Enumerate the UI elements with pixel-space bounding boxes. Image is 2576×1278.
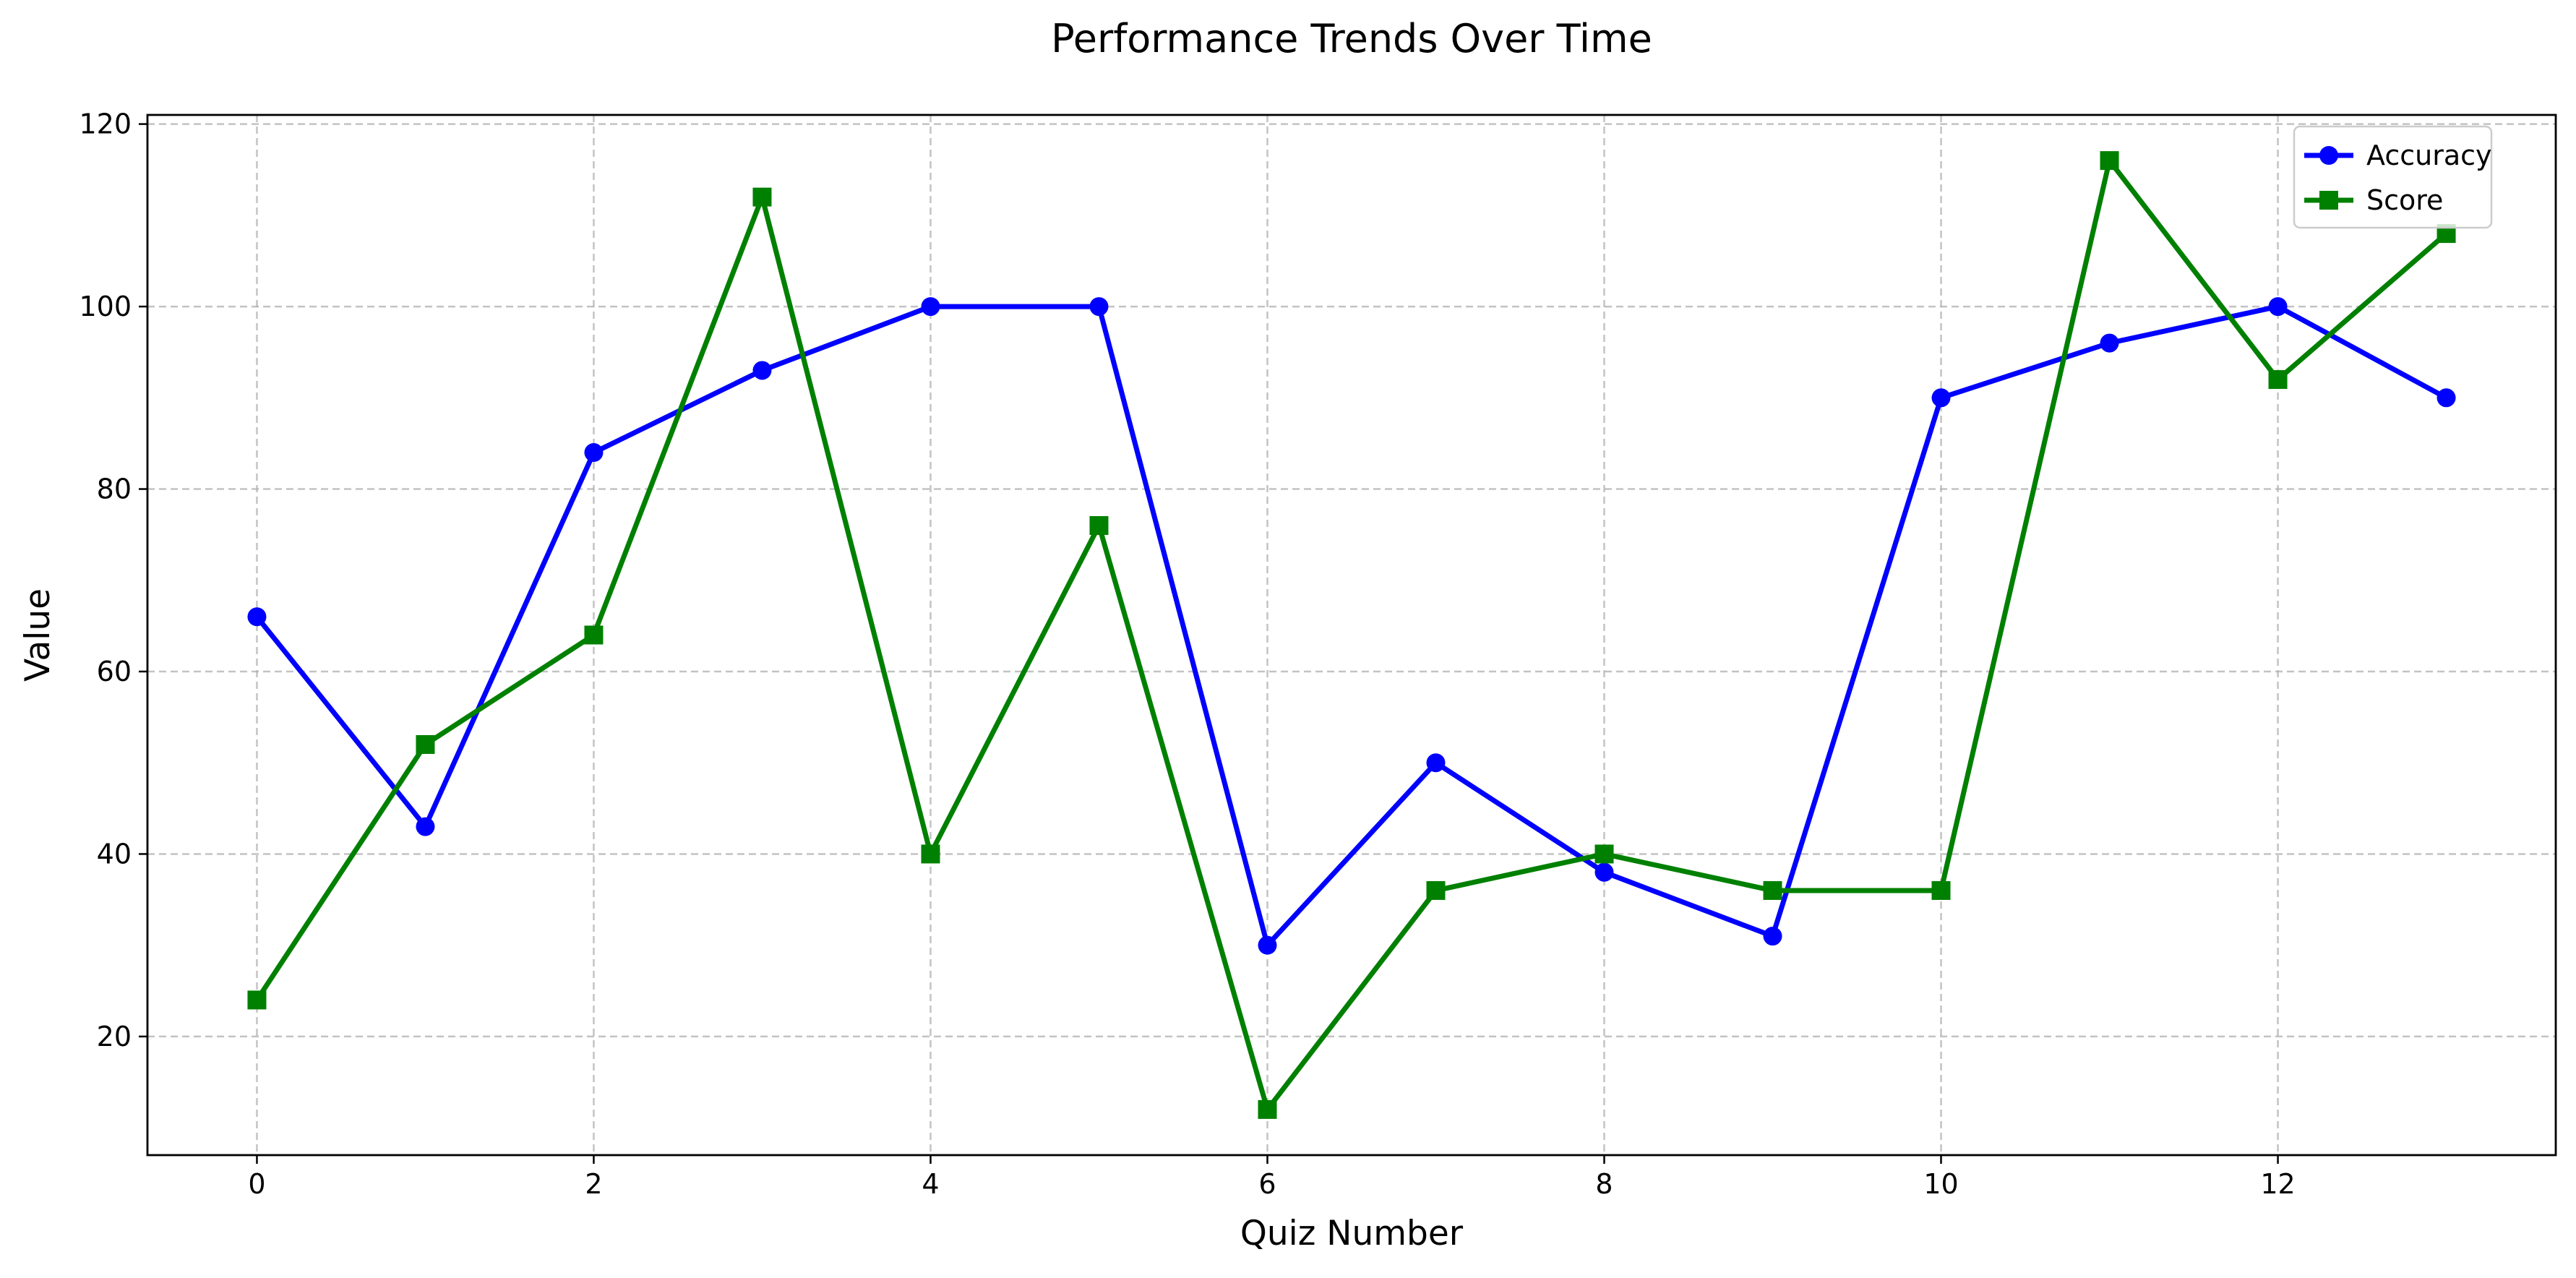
legend: Accuracy Score — [2293, 125, 2493, 229]
score-point — [1763, 880, 1782, 900]
y-tick-label: 40 — [97, 838, 132, 870]
y-tick-label: 100 — [79, 291, 132, 322]
y-axis-ticks: 20 40 60 80 100 120 — [79, 108, 147, 1052]
x-tick-label: 4 — [922, 1168, 939, 1200]
score-point — [2100, 151, 2119, 171]
accuracy-point — [1426, 753, 1446, 773]
y-tick-label: 20 — [97, 1021, 132, 1052]
accuracy-point — [1089, 297, 1109, 317]
y-tick-label: 80 — [97, 473, 132, 505]
y-axis-label: Value — [18, 588, 58, 682]
score-point — [1089, 516, 1109, 536]
legend-marker — [2319, 191, 2338, 210]
legend-item-score: Score — [2304, 184, 2443, 216]
x-tick-label: 8 — [1595, 1168, 1613, 1200]
accuracy-point — [416, 817, 435, 836]
x-axis-label: Quiz Number — [1240, 1214, 1464, 1253]
score-point — [584, 625, 604, 645]
x-tick-label: 2 — [585, 1168, 602, 1200]
x-tick-label: 12 — [2260, 1168, 2295, 1200]
legend-item-accuracy: Accuracy — [2304, 140, 2492, 171]
score-point — [1258, 1099, 1277, 1119]
accuracy-point — [921, 297, 940, 317]
score-point — [416, 734, 435, 754]
score-point — [247, 990, 267, 1010]
accuracy-point — [1594, 862, 1614, 882]
axes-frame — [146, 113, 2557, 1157]
accuracy-point — [1258, 935, 1277, 955]
score-point — [752, 187, 772, 207]
score-point — [1931, 880, 1951, 900]
x-tick-label: 0 — [248, 1168, 265, 1200]
legend-marker — [2319, 146, 2338, 165]
series-accuracy — [247, 297, 2456, 955]
x-tick-label: 6 — [1258, 1168, 1276, 1200]
accuracy-point — [2100, 333, 2119, 353]
accuracy-point — [2268, 297, 2288, 317]
accuracy-point — [1931, 388, 1951, 408]
score-point — [921, 844, 940, 864]
accuracy-point — [584, 443, 604, 463]
series-layer — [247, 151, 2456, 1119]
x-tick-label: 10 — [1923, 1168, 1958, 1200]
score-point — [1594, 844, 1614, 864]
score-point — [1426, 880, 1446, 900]
score-line — [254, 158, 2448, 1112]
series-score — [247, 151, 2456, 1119]
y-tick-label: 60 — [97, 656, 132, 687]
legend-label: Accuracy — [2366, 140, 2492, 171]
score-point — [2268, 370, 2288, 390]
y-tick-label: 120 — [79, 108, 132, 140]
chart-title: Performance Trends Over Time — [1051, 16, 1652, 61]
accuracy-point — [1763, 927, 1782, 946]
legend-items: Accuracy Score — [2304, 140, 2492, 216]
accuracy-line — [254, 304, 2448, 948]
accuracy-point — [247, 607, 267, 627]
accuracy-point — [2437, 388, 2456, 408]
accuracy-point — [752, 361, 772, 380]
legend-label: Score — [2366, 184, 2443, 216]
x-axis-ticks: 0 2 4 6 8 10 12 — [248, 1155, 2296, 1200]
